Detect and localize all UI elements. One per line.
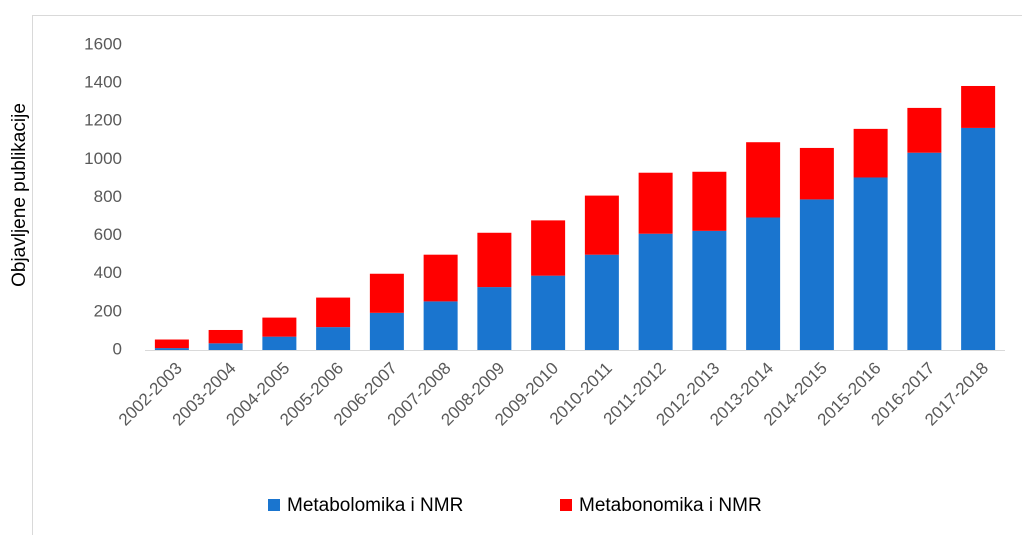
bar-segment xyxy=(316,297,351,328)
bar-segment xyxy=(477,287,512,350)
legend-label: Metabolomika i NMR xyxy=(287,495,463,516)
y-tick-label: 1400 xyxy=(84,73,122,92)
bar-segment xyxy=(692,230,727,350)
legend-swatch xyxy=(560,499,572,511)
bar-segment xyxy=(208,329,243,344)
bar-segment xyxy=(799,147,834,200)
bar-segment xyxy=(961,127,996,350)
bar-segment xyxy=(692,171,727,231)
bar-segment xyxy=(638,233,673,350)
bar-segment xyxy=(638,172,673,234)
bar-segment xyxy=(208,343,243,350)
bar-segment xyxy=(369,312,404,350)
bar-segment xyxy=(584,195,619,255)
bar-segment xyxy=(154,339,189,349)
y-tick-label: 200 xyxy=(94,301,122,320)
bar-segment xyxy=(799,199,834,350)
bar-segment xyxy=(853,128,888,178)
bar-segment xyxy=(907,107,942,153)
y-tick-label: 400 xyxy=(94,263,122,282)
bar-segment xyxy=(961,85,996,128)
bar-segment xyxy=(746,142,781,218)
bar-segment xyxy=(584,254,619,350)
bar-segment xyxy=(316,327,351,350)
chart-frame xyxy=(32,15,1022,535)
bar-segment xyxy=(369,273,404,313)
y-tick-label: 600 xyxy=(94,225,122,244)
y-tick-label: 1000 xyxy=(84,149,122,168)
bar-segment xyxy=(423,301,458,350)
bar-segment xyxy=(746,217,781,350)
bar-segment xyxy=(907,152,942,350)
bar-segment xyxy=(262,317,297,337)
y-tick-label: 800 xyxy=(94,187,122,206)
bar-segment xyxy=(853,177,888,350)
legend-swatch xyxy=(268,499,280,511)
bar-segment xyxy=(262,336,297,350)
bar-segment xyxy=(477,232,512,288)
legend-label: Metabonomika i NMR xyxy=(579,495,762,516)
y-tick-label: 1200 xyxy=(84,111,122,130)
y-axis-label: Objavljene publikacije xyxy=(9,103,30,287)
bar-segment xyxy=(154,348,189,350)
y-tick-label: 0 xyxy=(113,339,122,358)
bar-segment xyxy=(423,254,458,302)
bar-segment xyxy=(531,275,566,350)
bar-segment xyxy=(531,220,566,276)
y-tick-label: 1600 xyxy=(84,34,122,53)
